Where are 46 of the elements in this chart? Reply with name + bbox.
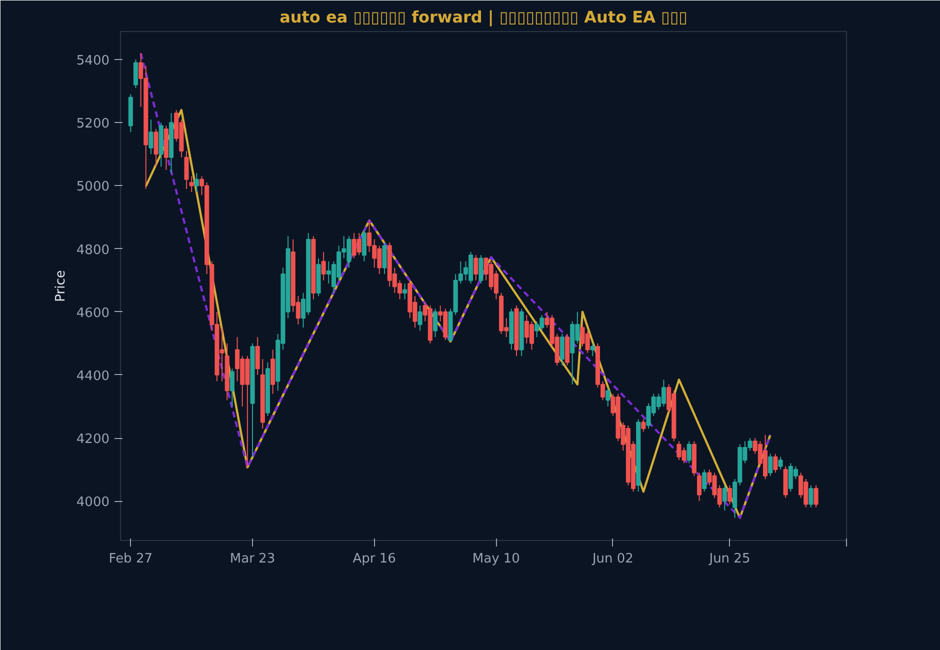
candlestick	[194, 172, 199, 193]
candlestick	[641, 418, 646, 432]
candlestick	[230, 368, 234, 407]
candlestick	[432, 308, 438, 338]
x-tick-label: Feb 27	[108, 552, 153, 566]
candlestick	[402, 282, 408, 300]
candlestick	[189, 176, 194, 193]
y-tick-label: 5000	[76, 180, 110, 195]
y-tick-label: 5400	[76, 54, 110, 69]
candlestick	[590, 342, 595, 357]
candlestick	[696, 472, 702, 502]
candlestick	[154, 128, 158, 168]
candlestick	[418, 305, 422, 332]
candlestick	[133, 59, 138, 88]
candlestick	[184, 150, 189, 190]
candlestick	[808, 484, 814, 508]
candlestick	[702, 469, 707, 492]
y-axis-title: Price	[53, 270, 68, 302]
candlestick	[686, 440, 692, 464]
y-tick-label: 4000	[76, 495, 110, 510]
candlestick	[478, 254, 484, 284]
y-tick-label: 4800	[76, 242, 110, 258]
chart-title: auto ea ▯▯▯▯▯▯ forward | ▯▯▯▯▯▯▯▯▯ Auto EA ▯▯▯	[280, 8, 688, 26]
x-tick-label: Mar 23	[230, 552, 276, 566]
candlestick	[773, 453, 778, 474]
candlestick	[474, 254, 478, 281]
x-tick-label: May 10	[472, 552, 520, 566]
y-tick-label: 4400	[76, 368, 110, 384]
candlestick	[321, 251, 326, 281]
y-tick-label: 4200	[76, 432, 110, 448]
candlestick	[560, 333, 564, 366]
candlestick	[778, 456, 783, 470]
candlestick	[722, 484, 727, 512]
candlestick	[768, 453, 773, 476]
candlestick	[606, 387, 610, 407]
candlestick	[255, 336, 260, 376]
candlestick	[148, 118, 154, 155]
y-tick-label: 4600	[76, 306, 110, 321]
candlestick	[727, 484, 732, 505]
x-tick-label: Jun 25	[708, 552, 750, 566]
candlestick	[814, 484, 818, 508]
y-tick-label: 5200	[76, 116, 110, 132]
candlestick	[362, 229, 366, 262]
x-tick-label: Jun 02	[591, 552, 634, 566]
candlestick	[382, 242, 387, 275]
x-tick-label: Apr 16	[352, 552, 396, 566]
